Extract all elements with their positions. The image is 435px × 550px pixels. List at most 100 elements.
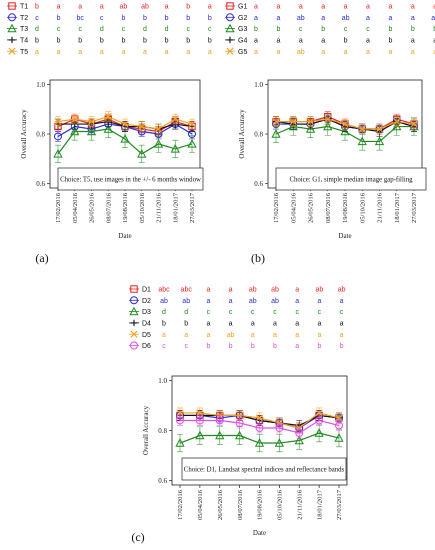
significance-letter: a: [388, 49, 392, 56]
significance-letter: a: [411, 15, 415, 22]
significance-letter: a: [321, 4, 325, 11]
annotation-text: Choice: G1, simple median image gap-fill…: [289, 177, 413, 184]
significance-letter: a: [206, 298, 210, 305]
significance-letter: a: [254, 49, 258, 56]
x-tick-label: 08/07/2016: [105, 192, 112, 223]
legend-series-name: D6: [142, 343, 151, 350]
data-point: [234, 430, 245, 440]
data-point: [195, 430, 205, 440]
x-tick-label: 27/03/2017: [411, 192, 418, 223]
significance-letter: c: [184, 343, 188, 350]
significance-letter: a: [276, 38, 280, 45]
significance-letter: a: [208, 4, 212, 11]
significance-letter: a: [299, 4, 303, 11]
significance-letter: c: [229, 309, 233, 316]
data-point: [271, 129, 281, 138]
significance-letter: a: [254, 38, 258, 45]
significance-letter: a: [251, 332, 255, 339]
x-tick-label: 05/04/2016: [72, 192, 79, 223]
data-point: [315, 409, 323, 417]
data-point: [315, 416, 324, 425]
x-tick-label: 26/05/2016: [89, 192, 96, 223]
x-tick-label: 17/02/2016: [273, 192, 280, 223]
significance-letter: ab: [141, 4, 149, 11]
significance-letter: ab: [342, 15, 350, 22]
significance-letter: b: [340, 343, 344, 350]
data-point: [87, 117, 96, 126]
significance-letter: c: [208, 26, 212, 33]
significance-letter: a: [143, 49, 147, 56]
legend-series-name: D2: [142, 298, 151, 305]
significance-letter: a: [162, 332, 166, 339]
y-axis-label: Overall Accuracy: [142, 405, 150, 455]
x-tick-label: 18/01/2017: [394, 192, 401, 223]
data-point: [334, 433, 344, 442]
significance-letter: a: [340, 332, 344, 339]
significance-letter: ab: [249, 287, 257, 294]
x-tick-label: 26/05/2016: [217, 489, 224, 520]
legend-series-name: D4: [142, 321, 151, 328]
significance-letter: ab: [297, 49, 305, 56]
data-point: [138, 122, 146, 131]
annotation-box: [57, 167, 204, 191]
data-point: [254, 438, 265, 447]
significance-letter: a: [411, 49, 415, 56]
x-tick-label: 27/03/2017: [189, 192, 196, 223]
series-T5: [54, 111, 196, 135]
legend-table: T1 b a a a ab ab a b aT2 c b bc c b b b b bT3 d c c d c d d c cT4 b b…: [7, 2, 212, 56]
significance-letter: b: [100, 38, 104, 45]
significance-letter: d: [184, 309, 188, 316]
data-point: [196, 409, 204, 417]
significance-letter: ab: [297, 15, 305, 22]
significance-letter: a: [208, 49, 212, 56]
legend-series-name: T1: [20, 4, 28, 11]
significance-letter: c: [366, 26, 370, 33]
data-point: [323, 121, 333, 131]
data-point: [236, 411, 244, 420]
significance-letter: a: [251, 321, 255, 328]
data-point: [314, 428, 324, 437]
x-axis-label: Date: [338, 232, 351, 240]
significance-letter: a: [411, 38, 415, 45]
significance-letter: b: [186, 4, 190, 11]
significance-letter: b: [78, 38, 82, 45]
significance-letter: a: [388, 4, 392, 11]
significance-letter: b: [35, 38, 39, 45]
series-line: [179, 432, 340, 444]
data-point: [121, 120, 129, 128]
data-point: [294, 435, 304, 445]
x-tick-label: 05/10/2016: [277, 489, 284, 520]
significance-letter: a: [78, 4, 82, 11]
y-tick-label: 1.0: [36, 81, 45, 89]
data-point: [255, 414, 264, 422]
data-point: [86, 126, 97, 136]
significance-letter: b: [344, 38, 348, 45]
significance-letter: ab: [271, 298, 279, 305]
significance-letter: b: [165, 15, 169, 22]
legend-series-name: G2: [238, 15, 247, 22]
significance-letter: a: [388, 15, 392, 22]
significance-letter: b: [276, 26, 280, 33]
x-tick-label: 19/08/2016: [257, 489, 264, 520]
significance-letter: c: [57, 26, 61, 33]
significance-letter: a: [229, 287, 233, 294]
significance-letter: b: [186, 38, 190, 45]
significance-letter: a: [121, 49, 125, 56]
significance-letter: a: [366, 4, 370, 11]
data-point: [215, 416, 224, 425]
x-tick-label: 21/11/2016: [156, 192, 163, 222]
significance-letter: b: [143, 15, 147, 22]
data-point: [195, 416, 204, 425]
significance-letter: c: [186, 26, 190, 33]
data-point: [374, 136, 385, 146]
series-line: [180, 419, 340, 434]
data-point: [53, 149, 63, 158]
significance-letter: b: [273, 343, 277, 350]
significance-letter: c: [35, 15, 39, 22]
annotation-text: Choice: T5, use images in the +/- 6 mont…: [60, 177, 201, 184]
significance-letter: b: [251, 343, 255, 350]
data-point: [104, 113, 112, 121]
data-point: [187, 139, 197, 148]
significance-letter: a: [366, 49, 370, 56]
significance-letter: a: [295, 298, 299, 305]
